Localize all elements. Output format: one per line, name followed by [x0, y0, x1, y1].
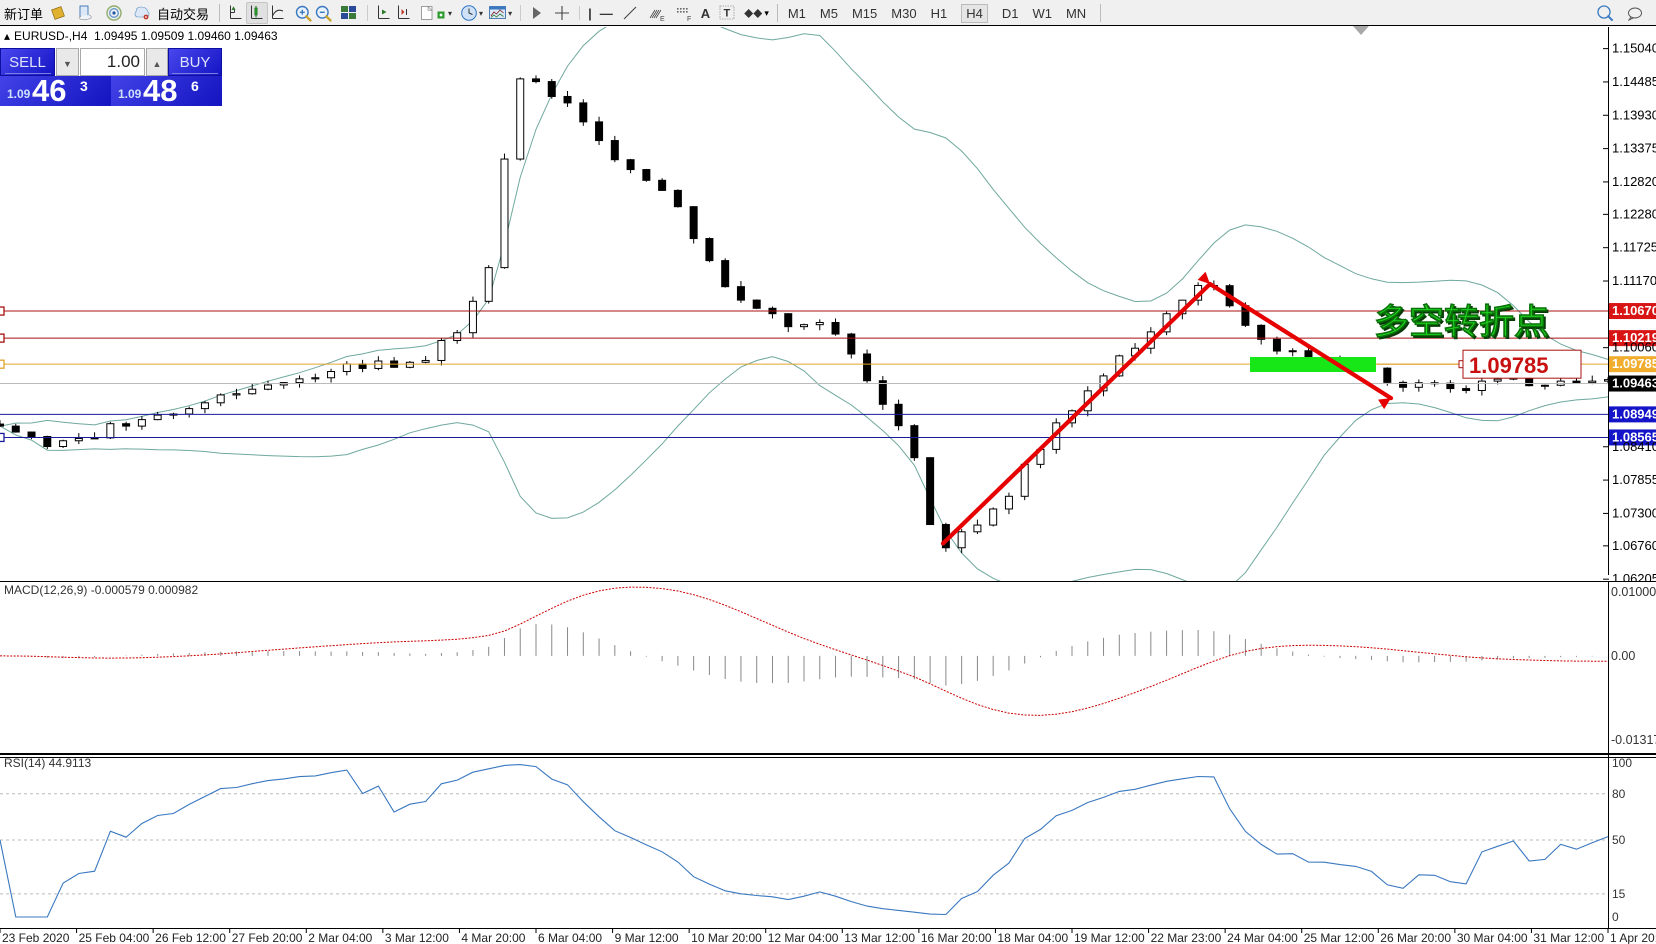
svg-text:80: 80: [1612, 787, 1626, 801]
svg-text:1.07300: 1.07300: [1612, 505, 1656, 520]
svg-text:16 Mar 20:00: 16 Mar 20:00: [921, 931, 992, 944]
svg-text:1.13375: 1.13375: [1612, 141, 1656, 156]
svg-text:100: 100: [1612, 756, 1632, 770]
svg-text:26 Mar 20:00: 26 Mar 20:00: [1380, 931, 1451, 944]
svg-text:2 Mar 04:00: 2 Mar 04:00: [308, 931, 372, 944]
svg-text:1.09463: 1.09463: [1612, 376, 1656, 391]
svg-text:18 Mar 04:00: 18 Mar 04:00: [997, 931, 1068, 944]
svg-text:1.14485: 1.14485: [1612, 74, 1656, 89]
svg-text:0: 0: [1612, 910, 1619, 924]
svg-text:1.11170: 1.11170: [1612, 273, 1656, 288]
svg-text:1.06760: 1.06760: [1612, 538, 1656, 553]
svg-text:1.12280: 1.12280: [1612, 206, 1656, 221]
svg-text:30 Mar 04:00: 30 Mar 04:00: [1457, 931, 1528, 944]
svg-text:23 Feb 2020: 23 Feb 2020: [2, 931, 70, 944]
svg-text:1.10060: 1.10060: [1612, 340, 1656, 355]
svg-text:-0.013171: -0.013171: [1611, 733, 1656, 747]
svg-text:T: T: [724, 8, 731, 20]
svg-text:F: F: [687, 16, 691, 22]
svg-text:10 Mar 20:00: 10 Mar 20:00: [691, 931, 762, 944]
svg-text:27 Feb 20:00: 27 Feb 20:00: [232, 931, 303, 944]
svg-text:15: 15: [1612, 887, 1626, 901]
svg-text:31 Mar 12:00: 31 Mar 12:00: [1533, 931, 1604, 944]
svg-text:24 Mar 04:00: 24 Mar 04:00: [1227, 931, 1298, 944]
svg-text:1 Apr 20:00: 1 Apr 20:00: [1610, 931, 1656, 944]
svg-text:6 Mar 04:00: 6 Mar 04:00: [538, 931, 602, 944]
svg-text:1.09785: 1.09785: [1469, 353, 1549, 378]
svg-text:多空转折点: 多空转折点: [1374, 303, 1549, 342]
svg-text:4 Mar 20:00: 4 Mar 20:00: [461, 931, 525, 944]
svg-text:25 Feb 04:00: 25 Feb 04:00: [79, 931, 150, 944]
svg-text:25 Mar 12:00: 25 Mar 12:00: [1304, 931, 1375, 944]
svg-text:22 Mar 23:00: 22 Mar 23:00: [1151, 931, 1222, 944]
svg-text:19 Mar 12:00: 19 Mar 12:00: [1074, 931, 1145, 944]
svg-text:1.11725: 1.11725: [1612, 240, 1656, 255]
svg-text:1.15040: 1.15040: [1612, 41, 1656, 56]
svg-text:E: E: [660, 16, 665, 22]
svg-text:1.09785: 1.09785: [1612, 356, 1656, 371]
svg-text:9 Mar 12:00: 9 Mar 12:00: [615, 931, 679, 944]
svg-text:3 Mar 12:00: 3 Mar 12:00: [385, 931, 449, 944]
svg-text:1.08949: 1.08949: [1612, 406, 1656, 421]
svg-text:12 Mar 04:00: 12 Mar 04:00: [768, 931, 839, 944]
svg-text:26 Feb 12:00: 26 Feb 12:00: [155, 931, 226, 944]
svg-text:1.06205: 1.06205: [1612, 571, 1656, 582]
svg-text:1.12820: 1.12820: [1612, 174, 1656, 189]
svg-text:1.10670: 1.10670: [1612, 303, 1656, 318]
svg-text:1.13930: 1.13930: [1612, 107, 1656, 122]
svg-text:0.00: 0.00: [1611, 649, 1635, 663]
svg-text:1.08410: 1.08410: [1612, 439, 1656, 454]
svg-text:50: 50: [1612, 833, 1626, 847]
svg-text:0.010002: 0.010002: [1611, 585, 1656, 599]
svg-text:13 Mar 12:00: 13 Mar 12:00: [844, 931, 915, 944]
svg-text:1.07855: 1.07855: [1612, 472, 1656, 487]
